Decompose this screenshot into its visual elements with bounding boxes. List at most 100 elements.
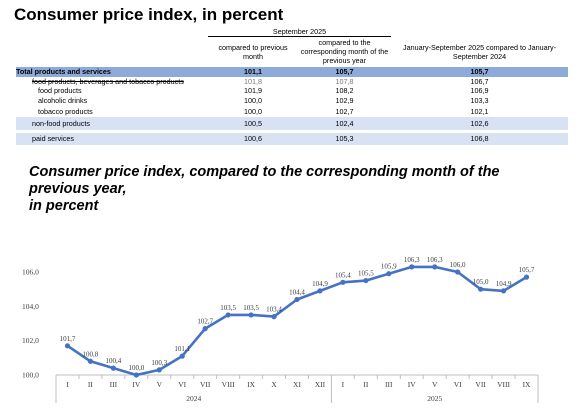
chart-title-line: previous year, [29, 181, 127, 197]
data-point [156, 367, 162, 373]
row-label: non-food products [32, 118, 90, 128]
chart-title-line: in percent [29, 198, 99, 214]
data-label: 105,7 [519, 266, 535, 274]
data-label: 102,7 [197, 318, 213, 326]
cell-value: 101,8 [244, 76, 262, 86]
data-point [248, 312, 254, 318]
period-header: September 2025 [208, 26, 391, 37]
y-tick-label: 100,0 [22, 371, 39, 380]
cpi-table: September 2025 compared to previous mont… [16, 26, 568, 145]
data-label: 100,0 [128, 364, 144, 372]
data-label: 105,9 [381, 263, 397, 271]
data-point [271, 314, 277, 320]
table-row: food products, beverages and tobacco pro… [16, 77, 568, 85]
x-tick-label: VI [178, 380, 186, 389]
data-label: 100,3 [151, 359, 167, 367]
cell-value: 101,1 [244, 67, 262, 77]
cell-value: 108,2 [335, 85, 354, 95]
year-label: 2025 [427, 394, 442, 403]
data-label: 103,4 [266, 306, 282, 314]
x-tick-label: II [88, 380, 93, 389]
cell-value: 102,9 [335, 96, 354, 106]
data-point [87, 358, 94, 364]
cell-value: 106,9 [470, 85, 489, 95]
row-label: food products [38, 85, 82, 95]
year-label: 2024 [186, 394, 201, 403]
cell-value: 100,0 [244, 96, 262, 106]
cell-value: 105,3 [335, 134, 354, 143]
cell-value: 105,7 [335, 67, 354, 77]
row-label: Total products and services [16, 67, 111, 77]
page-title: Consumer price index, in percent [14, 5, 284, 24]
data-label: 105,0 [473, 278, 489, 286]
cell-value: 100,6 [244, 134, 262, 143]
col-header-previous-month: compared to previous month [218, 42, 288, 61]
x-tick-label: IX [523, 380, 531, 389]
x-tick-label: V [432, 380, 438, 389]
data-point [64, 343, 71, 349]
data-point [386, 271, 392, 277]
data-label: 106,3 [427, 256, 443, 264]
y-tick-label: 102,0 [22, 336, 39, 345]
data-point [455, 269, 461, 275]
cell-value: 102,6 [470, 118, 489, 128]
data-label: 101,1 [174, 345, 190, 353]
cpi-series-line [66, 265, 528, 377]
data-label: 104,9 [496, 280, 512, 288]
y-tick-label: 104,0 [22, 302, 39, 311]
cell-value: 103,3 [470, 96, 489, 106]
col-header-ytd: January-September 2025 compared to Janua… [402, 42, 557, 61]
data-label: 106,0 [450, 261, 466, 269]
cell-value: 101,9 [244, 85, 262, 95]
data-label: 105,5 [358, 270, 374, 278]
data-point [523, 274, 530, 280]
table-row: Total products and services 101,1 105,7 … [16, 66, 568, 77]
cell-value: 100,5 [244, 118, 262, 128]
data-point [340, 279, 346, 285]
x-tick-label: VI [454, 380, 462, 389]
data-point [225, 312, 231, 318]
row-label: paid services [32, 134, 74, 143]
x-tick-label: X [271, 380, 277, 389]
x-tick-label: VII [475, 380, 486, 389]
y-tick-label: 106,0 [22, 268, 39, 277]
data-point [133, 372, 139, 378]
chart-title: Consumer price index, compared to the co… [29, 164, 574, 215]
x-tick-label: VIII [497, 380, 510, 389]
x-tick-label: I [342, 380, 345, 389]
data-point [110, 365, 116, 371]
x-tick-label: I [66, 380, 69, 389]
row-label: tobacco products [38, 106, 93, 116]
x-tick-label: V [157, 380, 163, 389]
cell-value: 105,7 [470, 67, 489, 77]
x-tick-label: XII [315, 380, 326, 389]
x-tick-label: VIII [222, 380, 235, 389]
row-label: alcoholic drinks [38, 96, 88, 106]
data-label: 100,8 [83, 350, 99, 358]
data-label: 103,5 [243, 304, 259, 312]
data-point [432, 264, 438, 270]
data-point [317, 288, 323, 294]
cell-value: 102,1 [470, 106, 489, 116]
x-tick-label: IV [408, 380, 416, 389]
data-label: 106,3 [404, 256, 420, 264]
data-label: 100,4 [106, 357, 122, 365]
row-label: food products, beverages and tobacco pro… [32, 76, 184, 86]
data-point [409, 264, 415, 270]
table-row: tobacco products 100,0 102,7 102,1 [16, 106, 568, 117]
cell-value: 100,0 [244, 106, 262, 116]
data-point [363, 277, 369, 284]
data-label: 103,5 [220, 304, 236, 312]
cell-value: 106,7 [470, 76, 489, 86]
cell-value: 107,8 [335, 76, 354, 86]
col-header-previous-year: compared to the corresponding month of t… [300, 38, 389, 66]
table-row: alcoholic drinks 100,0 102,9 103,3 [16, 96, 568, 107]
data-label: 105,4 [335, 271, 351, 279]
cell-value: 106,8 [470, 134, 489, 143]
data-label: 104,9 [312, 280, 328, 288]
x-tick-label: VII [200, 380, 211, 389]
cell-value: 102,4 [335, 118, 354, 128]
x-tick-label: XI [293, 380, 301, 389]
data-point [478, 286, 484, 292]
